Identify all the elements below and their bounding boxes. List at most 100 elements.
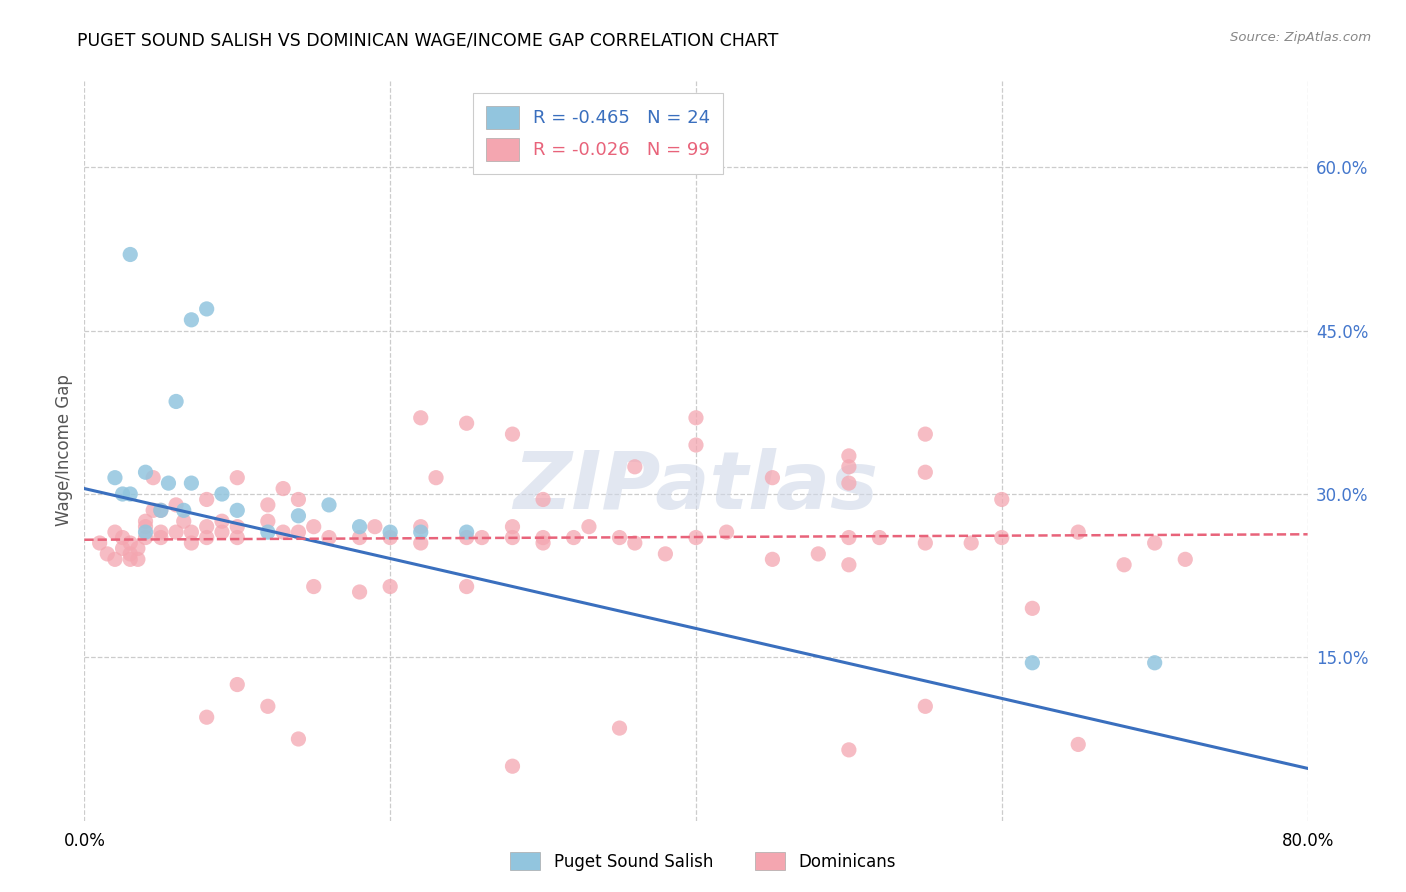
Point (349, 519, 371, 533)
Point (120, 552, 142, 566)
Point (135, 531, 157, 545)
Point (211, 525, 233, 540)
Point (127, 541, 149, 556)
Point (456, 525, 478, 540)
Point (318, 531, 340, 545)
Point (502, 519, 524, 533)
Point (226, 519, 249, 533)
Point (180, 525, 202, 540)
Point (914, 427, 936, 442)
Point (195, 519, 218, 533)
Point (456, 580, 478, 594)
Point (409, 536, 432, 550)
Point (226, 677, 249, 691)
Point (531, 536, 554, 550)
Point (173, 503, 195, 517)
Point (838, 743, 860, 757)
Point (838, 476, 860, 491)
Point (149, 525, 172, 540)
Point (914, 699, 936, 714)
Point (409, 410, 432, 425)
Point (991, 531, 1014, 545)
Point (869, 531, 891, 545)
Legend: R = -0.465   N = 24, R = -0.026   N = 99: R = -0.465 N = 24, R = -0.026 N = 99 (474, 93, 723, 174)
Point (104, 471, 127, 485)
Point (531, 492, 554, 507)
Point (149, 503, 172, 517)
Point (380, 525, 402, 540)
Point (349, 531, 371, 545)
Point (271, 525, 294, 540)
Text: PUGET SOUND SALISH VS DOMINICAN WAGE/INCOME GAP CORRELATION CHART: PUGET SOUND SALISH VS DOMINICAN WAGE/INC… (77, 31, 779, 49)
Point (135, 519, 157, 533)
Point (89, 536, 111, 550)
Point (624, 459, 647, 474)
Point (624, 536, 647, 550)
Point (609, 721, 631, 735)
Point (287, 525, 309, 540)
Point (456, 416, 478, 430)
Point (111, 531, 134, 545)
Point (838, 531, 860, 545)
Text: ZIPatlas: ZIPatlas (513, 449, 879, 526)
Point (287, 508, 309, 523)
Point (1067, 525, 1090, 540)
Point (471, 531, 494, 545)
Point (761, 471, 783, 485)
Point (685, 531, 707, 545)
Point (211, 487, 233, 501)
Point (409, 519, 432, 533)
Point (120, 547, 142, 561)
Point (578, 519, 600, 533)
Point (149, 503, 172, 517)
Point (562, 531, 585, 545)
Legend: Puget Sound Salish, Dominicans: Puget Sound Salish, Dominicans (502, 844, 904, 880)
Point (135, 514, 157, 528)
Point (195, 710, 218, 724)
Point (531, 531, 554, 545)
Point (1067, 738, 1090, 752)
Point (609, 531, 631, 545)
Point (165, 525, 187, 540)
Point (1021, 656, 1043, 670)
Point (380, 531, 402, 545)
Point (173, 514, 195, 528)
Point (211, 514, 233, 528)
Point (142, 471, 165, 485)
Point (257, 498, 280, 512)
Point (111, 487, 134, 501)
Point (364, 519, 387, 533)
Point (111, 541, 134, 556)
Point (195, 492, 218, 507)
Point (226, 503, 249, 517)
Point (120, 247, 142, 261)
Point (685, 410, 707, 425)
Point (838, 449, 860, 463)
Point (149, 531, 172, 545)
Point (271, 482, 294, 496)
Point (409, 525, 432, 540)
Point (654, 547, 676, 561)
Point (380, 580, 402, 594)
Point (761, 552, 783, 566)
Point (807, 547, 830, 561)
Point (180, 476, 202, 491)
Point (195, 301, 218, 316)
Text: Source: ZipAtlas.com: Source: ZipAtlas.com (1230, 31, 1371, 45)
Point (257, 525, 280, 540)
Point (104, 552, 127, 566)
Point (165, 498, 187, 512)
Point (120, 536, 142, 550)
Point (180, 536, 202, 550)
Point (456, 531, 478, 545)
Point (135, 465, 157, 479)
Point (165, 394, 187, 409)
Point (838, 558, 860, 572)
Point (1143, 656, 1166, 670)
Point (302, 519, 325, 533)
Point (257, 514, 280, 528)
Point (716, 525, 738, 540)
Point (1021, 601, 1043, 615)
Point (120, 487, 142, 501)
Point (991, 492, 1014, 507)
